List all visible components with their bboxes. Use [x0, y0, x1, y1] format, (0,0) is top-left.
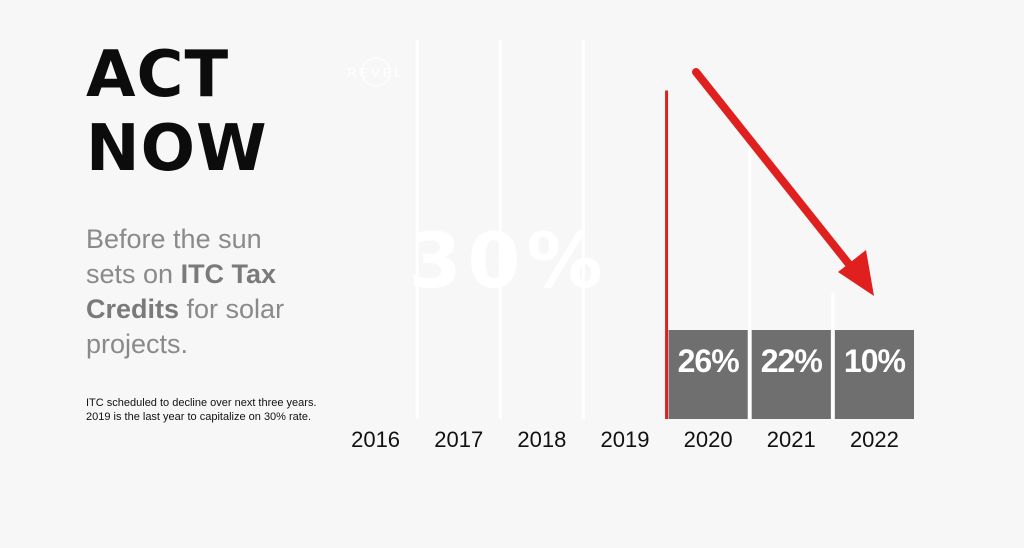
data-label-2021: 22%	[761, 343, 823, 379]
label-backdrop	[751, 330, 831, 419]
x-tick-label: 2019	[601, 427, 650, 452]
footnote: ITC scheduled to decline over next three…	[86, 397, 317, 423]
x-tick-label: 2018	[517, 427, 566, 452]
headline: ACT NOW	[86, 38, 268, 186]
decline-arrow	[692, 68, 874, 296]
subtitle: Before the sun sets on ITC Tax Credits f…	[86, 222, 306, 362]
x-tick-label: 2016	[351, 427, 400, 452]
bar-dividers	[415, 40, 835, 419]
x-axis-ticks: 2016 2017 2018 2019 2020 2021 2022	[351, 427, 899, 452]
data-label-2020: 26%	[678, 343, 740, 379]
data-label-30: 30%	[409, 216, 609, 305]
revel-logo: REVEL	[347, 57, 405, 87]
subtitle-part-2: for solar projects.	[86, 294, 285, 359]
headline-line-2: NOW	[86, 112, 268, 186]
x-tick-label: 2021	[767, 427, 816, 452]
x-tick-label: 2017	[434, 427, 483, 452]
revel-logo-text: REVEL	[347, 65, 405, 80]
subtitle-bold: ITC Tax Credits	[86, 259, 277, 324]
headline-line-1: ACT	[86, 38, 230, 112]
x-tick-label: 2020	[684, 427, 733, 452]
chart-labels: 30% 26% 22% 10%	[409, 216, 914, 419]
bar-2016	[334, 40, 417, 419]
label-backdrop	[668, 330, 748, 419]
data-label-2022: 10%	[844, 343, 906, 379]
subtitle-part-1: Before the sun sets on	[86, 224, 262, 289]
label-backdrop	[834, 330, 914, 419]
x-tick-label: 2022	[850, 427, 899, 452]
